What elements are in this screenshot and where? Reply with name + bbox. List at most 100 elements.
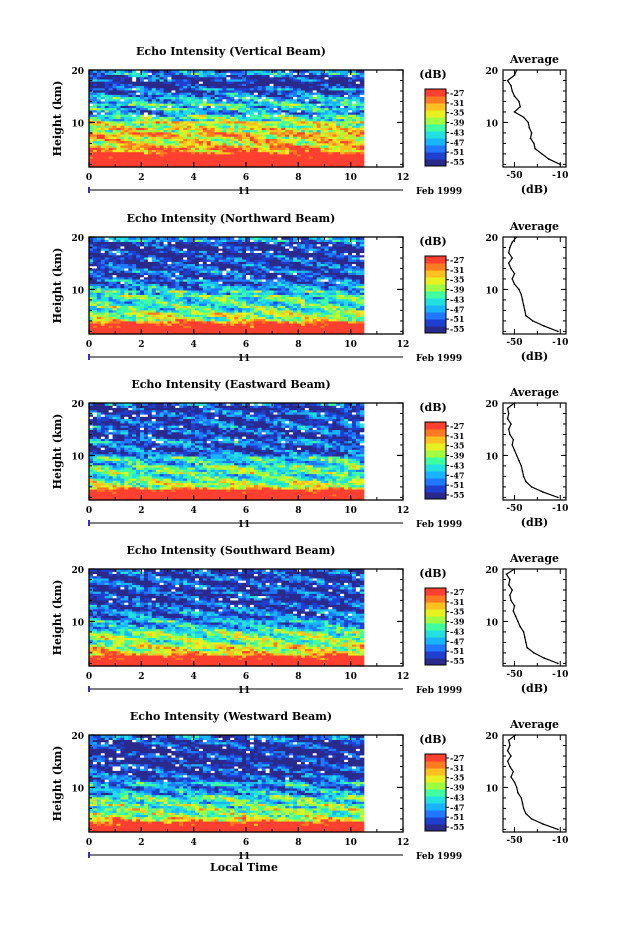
profile-point [520,465,523,467]
colorbar-tick-label: -31 [450,431,464,441]
profile-point [511,257,513,259]
heatmap-image [89,569,365,667]
colorbar-tick-label: -55 [450,656,464,666]
panel-title: Echo Intensity (Vertical Beam) [136,45,326,58]
panel-title: Echo Intensity (Northward Beam) [127,212,336,225]
colorbar-tick-label: -51 [450,314,464,324]
x-tick-label: 8 [295,340,301,350]
profile-point [518,100,520,103]
profile-point [557,828,559,831]
colorbar-tick-label: -27 [450,88,464,98]
profile-point [510,599,512,602]
profile-point [513,449,516,452]
date-month-label: Feb 1999 [416,187,462,197]
profile-x-tick-label: -50 [506,836,522,846]
x-tick-label: 6 [243,340,249,350]
profile-point [527,121,529,124]
profile-point [522,807,525,810]
y-tick-label: 10 [71,618,84,628]
colorbar-tick-label: -31 [450,763,464,773]
profile-point [513,568,516,570]
profile-point [525,480,527,483]
profile-point [522,475,525,478]
colorbar-tick-label: -43 [450,294,465,304]
profile-frame [502,236,567,335]
profile-point [515,236,518,238]
profile-point [513,95,516,97]
colorbar-unit: (dB) [419,567,446,580]
colorbar-tick-label: -39 [450,451,465,461]
profile-point [511,278,513,280]
panel-4: Echo Intensity (Southward Beam) 0 2 4 6 8 10 12… [51,544,568,696]
x-axis-label: Local Time [210,861,278,874]
colorbar-tick-label: -51 [450,812,464,822]
colorbar-tick-label: -39 [450,617,465,627]
profile-x-tick-label: -50 [506,171,522,181]
profile-point [515,786,518,789]
colorbar-tick-label: -39 [450,783,465,793]
colorbar-unit: (dB) [419,235,446,248]
y-tick-label: 20 [71,67,84,77]
colorbar-unit: (dB) [419,401,446,414]
profile-point [507,428,510,431]
profile-point [509,744,511,747]
panel-title: Echo Intensity (Southward Beam) [127,544,336,557]
colorbar-tick-label: -39 [450,118,465,128]
x-tick-label: 0 [86,506,92,516]
profile-title: Average [509,220,559,233]
y-axis-label: Height (km) [51,746,64,822]
profile-point [533,142,535,145]
profile-point [510,776,512,778]
date-day-label: 11 [238,852,251,862]
profile-point [532,320,534,322]
x-tick-label: 12 [397,506,410,516]
x-tick-label: 4 [191,838,197,848]
profile-point [521,802,524,804]
x-tick-label: 4 [191,672,197,682]
profile-y-tick-label: 20 [485,566,498,576]
x-tick-label: 8 [295,173,301,183]
date-day-label: 11 [238,520,251,530]
profile-point [524,636,526,638]
profile-y-tick-label: 10 [485,452,498,462]
profile-line [505,568,559,664]
profile-point [557,662,559,665]
profile-point [521,470,524,473]
colorbar-tick-label: -43 [450,127,465,137]
profile-point [522,304,525,307]
colorbar-unit: (dB) [419,733,446,746]
profile-point [512,438,515,441]
x-tick-label: 4 [191,506,197,516]
profile-point [509,594,511,596]
date-day-label: 11 [238,686,251,696]
colorbar-frame [424,88,447,167]
profile-point [506,407,509,410]
colorbar-tick-label: -27 [450,587,464,597]
x-tick-label: 6 [243,173,249,183]
x-tick-label: 2 [138,173,144,183]
x-tick-label: 12 [397,173,410,183]
colorbar-tick-label: -43 [450,792,465,802]
profile-point [533,652,535,654]
colorbar-tick-label: -51 [450,480,464,490]
profile-point [522,631,525,633]
colorbar-tick-label: -55 [450,157,464,167]
profile-x-tick-label: -10 [552,504,568,514]
x-tick-label: 6 [243,506,249,516]
colorbar-frame [424,753,447,832]
profile-point [507,251,510,254]
colorbar [425,89,446,167]
heatmap-image [89,735,365,833]
profile-y-tick-label: 10 [485,618,498,628]
colorbar-tick-label: -47 [450,304,464,314]
profile-point [506,79,509,82]
colorbar-tick-label: -47 [450,137,464,147]
date-day-label: 11 [238,187,251,197]
x-tick-label: 2 [138,672,144,682]
colorbar-tick-label: -47 [450,636,464,646]
profile-title: Average [509,552,559,565]
colorbar-tick-label: -47 [450,470,464,480]
colorbar [425,754,446,832]
date-month-label: Feb 1999 [416,520,462,530]
profile-point [517,791,519,794]
